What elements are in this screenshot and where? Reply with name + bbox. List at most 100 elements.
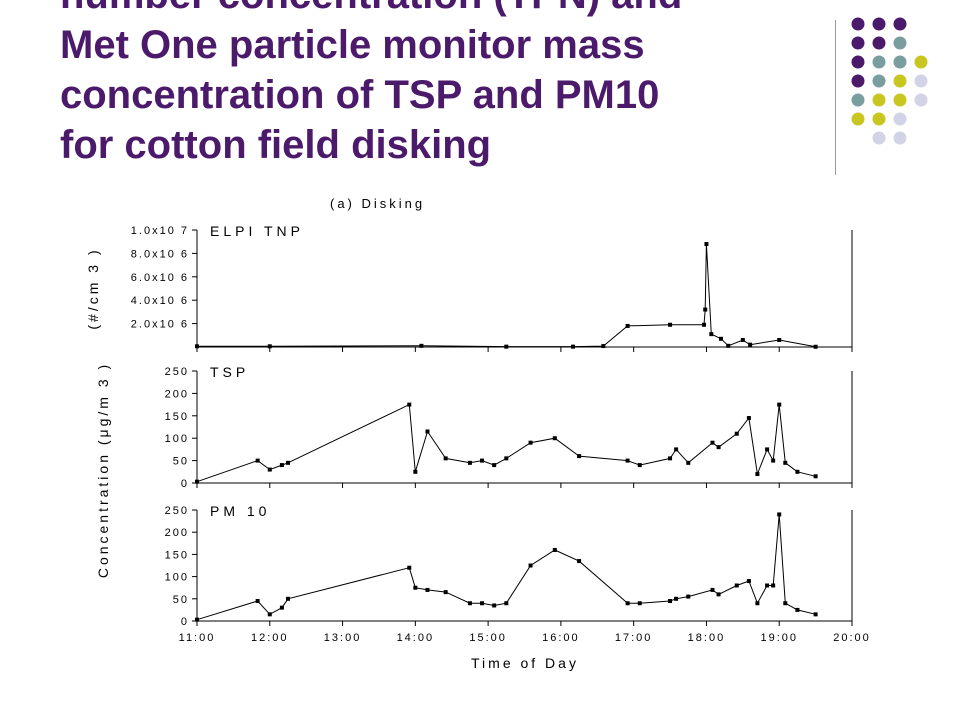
data-point [504,601,509,606]
data-point [601,344,606,349]
data-point [255,458,260,463]
data-point [686,594,691,599]
data-point [480,601,485,606]
panel-label: PM 10 [210,503,270,519]
data-point [668,599,673,604]
y-tick-label: 1.0x10 7 [131,225,189,237]
decorative-dot [851,112,865,126]
decorative-dot [893,131,907,145]
data-point [413,585,418,590]
data-point [285,460,290,465]
data-point [686,460,691,465]
y-tick-label: 100 [165,572,189,584]
chart-panels: 2.0x10 6 4.0x10 6 6.0x10 6 8.0x10 6 1.0x10 7… [85,223,871,644]
data-point [285,596,290,601]
y-axis-title: (#/cm 3 ) [85,247,101,329]
data-point [777,512,782,517]
data-point [528,440,533,445]
data-point [443,590,448,595]
panel-1: 0 50 100 150 200 250 TSP [165,364,853,490]
x-tick-label: 16:00 [542,632,580,644]
decorative-dot [893,74,907,88]
data-point [674,596,679,601]
x-axis-title: Time of Day [471,655,579,671]
data-point [467,460,472,465]
data-point [702,322,707,327]
decorative-dot [872,131,886,145]
decorative-dot [893,55,907,69]
y-tick-label: 8.0x10 6 [131,248,189,260]
data-point [552,436,557,441]
data-point [571,344,576,349]
data-point [765,583,770,588]
data-point [443,456,448,461]
data-point [267,612,272,617]
data-point [425,587,430,592]
data-point [195,344,199,349]
data-point [783,460,788,465]
data-point [637,601,642,606]
data-point [504,344,509,349]
decorative-dot [872,55,886,69]
data-point [195,479,199,484]
data-point [267,467,272,472]
title-line: number concentration (TPN) and [60,0,820,20]
decorative-dot [893,112,907,126]
data-point [528,563,533,568]
data-point [719,336,723,341]
decorative-dot [893,36,907,50]
data-point [777,402,782,407]
panel-0: 2.0x10 6 4.0x10 6 6.0x10 6 8.0x10 6 1.0x10 7… [85,223,853,352]
data-point [279,605,284,610]
data-point [710,587,715,592]
data-point [813,612,818,617]
data-point [746,579,751,584]
y-tick-label: 50 [173,456,189,468]
data-point [467,601,472,606]
data-point [492,463,497,468]
x-tick-label: 12:00 [251,632,289,644]
series-line [197,243,816,348]
data-point [674,447,679,452]
title-line: concentration of TSP and PM10 [60,73,660,117]
x-tick-label: 20:00 [833,632,871,644]
panel-2: 0 50 100 150 200 250 11:00 12:00 13:00 14:00 15:00… [95,362,871,644]
data-point [734,583,739,588]
data-point [267,344,272,349]
data-point [577,559,582,564]
data-point [668,322,673,327]
data-point [795,607,800,612]
series-line [196,403,816,483]
data-point [703,307,708,312]
decorative-dot [914,74,928,88]
data-point [407,565,412,570]
y-tick-label: 0 [181,616,189,628]
slide-title: number concentration (TPN) and Met One pa… [60,0,820,170]
x-tick-label: 18:00 [688,632,726,644]
decorative-dot [851,36,865,50]
y-tick-label: 200 [165,527,189,539]
data-point [771,583,776,588]
decorative-dot [872,74,886,88]
data-point [740,337,745,342]
panel-label: ELPI TNP [210,223,304,239]
data-point [771,458,776,463]
chart-caption: (a) Disking [330,196,425,211]
series-line [196,514,816,621]
y-tick-label: 200 [165,388,189,400]
decorative-dot [851,93,865,107]
y-tick-label: 2.0x10 6 [131,319,189,331]
decorative-dot-grid [851,17,928,145]
x-tick-label: 11:00 [179,632,216,644]
y-tick-label: 6.0x10 6 [131,272,189,284]
data-point [480,458,485,463]
data-point [668,456,673,461]
data-point [492,603,497,608]
x-tick-label: 13:00 [324,632,362,644]
data-point [746,416,751,421]
data-point [813,344,818,349]
decorative-dot [872,36,886,50]
data-point [765,447,770,452]
data-point [716,592,721,597]
decorative-dot [914,93,928,107]
